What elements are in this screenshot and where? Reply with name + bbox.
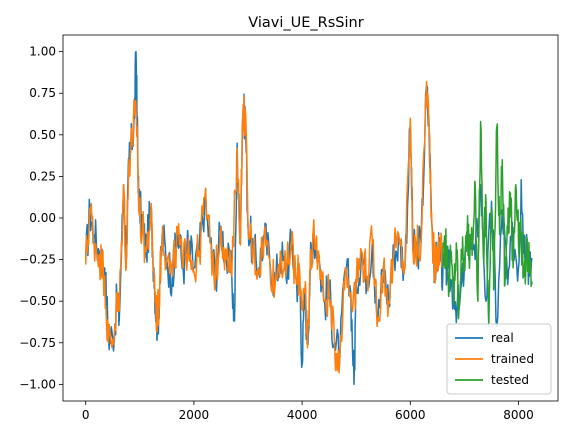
series-line-real (84, 50, 533, 386)
legend: real trained tested (446, 323, 552, 395)
legend-box (446, 323, 552, 395)
x-tick-label: 0 (82, 408, 90, 422)
y-tick-label: 0.00 (29, 211, 56, 225)
legend-label-real: real (491, 331, 514, 345)
series-line-tested (442, 120, 533, 327)
legend-label-trained: trained (491, 352, 534, 366)
y-tick-label: 0.75 (29, 86, 56, 100)
x-tick-label: 8000 (503, 408, 534, 422)
x-tick-label: 2000 (179, 408, 210, 422)
x-tick-label: 6000 (395, 408, 426, 422)
y-tick-label: −0.75 (19, 336, 56, 350)
y-tick-label: 1.00 (29, 45, 56, 59)
y-tick-label: −1.00 (19, 377, 56, 391)
legend-label-tested: tested (491, 373, 529, 387)
y-tick-label: 0.50 (29, 128, 56, 142)
y-tick-label: 0.25 (29, 169, 56, 183)
y-tick-label: −0.25 (19, 253, 56, 267)
series-line-trained (84, 80, 444, 374)
y-tick-label: −0.50 (19, 294, 56, 308)
x-tick-label: 4000 (287, 408, 318, 422)
chart-title: Viavi_UE_RsSinr (248, 15, 363, 31)
